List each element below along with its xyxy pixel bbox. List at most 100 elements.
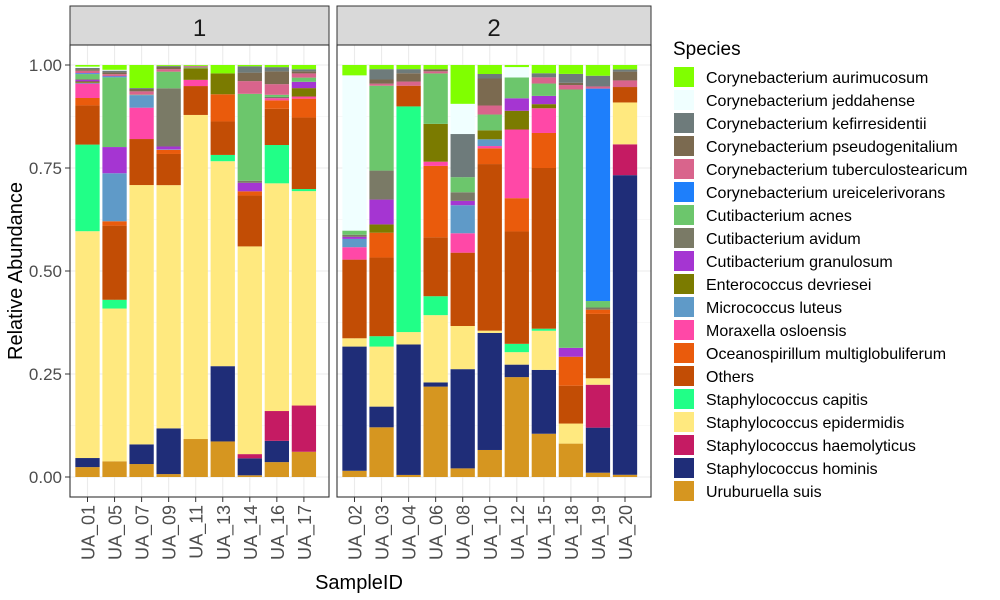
- bar-segment: [342, 230, 367, 235]
- bar-segment: [183, 67, 208, 69]
- legend-swatch: [674, 320, 694, 340]
- bar-segment: [75, 467, 100, 477]
- bar-segment: [558, 356, 584, 386]
- bar-segment: [423, 386, 448, 477]
- bar-segment: [156, 65, 181, 66]
- bar-segment: [531, 77, 556, 84]
- bar-segment: [612, 144, 638, 176]
- bar-UA_03: [369, 65, 394, 477]
- legend-swatch: [674, 159, 694, 179]
- bar-segment: [102, 76, 127, 78]
- bar-segment: [504, 364, 529, 378]
- bar-UA_20: [612, 65, 638, 477]
- legend-label: Micrococcus luteus: [706, 300, 842, 317]
- bar-segment: [183, 65, 208, 66]
- bar-segment: [585, 75, 611, 87]
- bar-segment: [210, 161, 235, 367]
- x-tick-label: UA_11: [187, 505, 208, 559]
- bar-segment: [369, 65, 394, 70]
- bar-segment: [558, 73, 584, 83]
- bar-segment: [531, 132, 556, 168]
- bar-segment: [585, 65, 611, 76]
- bar-segment: [291, 65, 317, 70]
- bar-segment: [558, 347, 584, 357]
- bar-segment: [558, 65, 584, 74]
- legend-item: Moraxella osloensis: [674, 320, 847, 340]
- bar-segment: [612, 65, 638, 70]
- bar-segment: [102, 308, 127, 462]
- x-tick-label: UA_18: [562, 505, 583, 560]
- bar-segment: [129, 464, 154, 477]
- bar-segment: [264, 100, 289, 109]
- legend-label: Corynebacterium kefirresidentii: [706, 116, 927, 133]
- bar-segment: [450, 134, 475, 178]
- bar-segment: [237, 182, 262, 192]
- bar-segment: [129, 185, 154, 445]
- legend-swatch: [674, 458, 694, 478]
- bar-segment: [102, 70, 127, 73]
- legend-item: Staphylococcus hominis: [674, 458, 878, 478]
- legend-label: Staphylococcus epidermidis: [706, 415, 904, 432]
- bar-segment: [585, 378, 611, 385]
- bar-segment: [504, 231, 529, 344]
- y-tick-label: 1.00: [29, 56, 62, 75]
- bar-segment: [585, 307, 611, 310]
- bar-segment: [156, 153, 181, 186]
- bar-segment: [423, 161, 448, 166]
- bar-segment: [291, 71, 317, 74]
- facet-panel-1: 1 UA_01 UA_05 UA_07 UA_09 UA_11 UA_13 UA_14 UA_1…: [69, 5, 330, 560]
- x-axis-label: SampleID: [315, 572, 403, 594]
- bar-segment: [585, 88, 611, 302]
- legend-title: Species: [673, 39, 741, 60]
- bar-segment: [531, 369, 556, 434]
- bar-segment: [369, 257, 394, 337]
- bar-segment: [450, 205, 475, 234]
- bar-segment: [396, 65, 421, 70]
- legend-swatch: [674, 67, 694, 87]
- bar-segment: [156, 146, 181, 150]
- legend-item: Oceanospirillum multiglobuliferum: [674, 343, 946, 363]
- bar-segment: [423, 296, 448, 316]
- bar-segment: [75, 74, 100, 80]
- bar-segment: [369, 232, 394, 258]
- bar-segment: [156, 65, 181, 67]
- legend-swatch: [674, 136, 694, 156]
- bar-UA_12: [504, 65, 529, 477]
- bar-segment: [75, 73, 100, 75]
- bar-segment: [531, 104, 556, 109]
- bar-segment: [396, 106, 421, 333]
- legend-label: Oceanospirillum multiglobuliferum: [706, 346, 946, 363]
- bar-segment: [504, 198, 529, 232]
- bar-segment: [423, 73, 448, 124]
- bar-segment: [291, 73, 317, 78]
- bar-segment: [342, 75, 367, 231]
- legend-item: Corynebacterium pseudogenitalium: [674, 136, 958, 156]
- bar-segment: [531, 108, 556, 133]
- legend-swatch: [674, 297, 694, 317]
- bar-segment: [585, 313, 611, 379]
- bar-segment: [264, 440, 289, 463]
- bar-UA_17: [291, 65, 317, 477]
- bar-UA_01: [75, 65, 100, 477]
- bar-segment: [210, 94, 235, 122]
- bar-segment: [264, 71, 289, 85]
- bar-segment: [75, 144, 100, 232]
- bar-segment: [183, 439, 208, 477]
- bar-segment: [210, 73, 235, 95]
- bar-segment: [396, 81, 421, 86]
- facet-strip: [336, 5, 652, 46]
- bar-segment: [210, 154, 235, 162]
- bar-segment: [75, 82, 100, 84]
- bar-segment: [264, 65, 289, 68]
- bar-segment: [75, 79, 100, 82]
- bar-segment: [129, 65, 154, 89]
- bar-segment: [342, 238, 367, 248]
- legend-label: Staphylococcus hominis: [706, 461, 878, 478]
- bar-segment: [369, 199, 394, 225]
- bar-segment: [504, 110, 529, 130]
- x-tick-label: UA_09: [160, 505, 181, 560]
- bar-segment: [264, 183, 289, 412]
- bar-segment: [291, 88, 317, 97]
- bar-UA_13: [210, 65, 235, 477]
- bar-segment: [291, 117, 317, 190]
